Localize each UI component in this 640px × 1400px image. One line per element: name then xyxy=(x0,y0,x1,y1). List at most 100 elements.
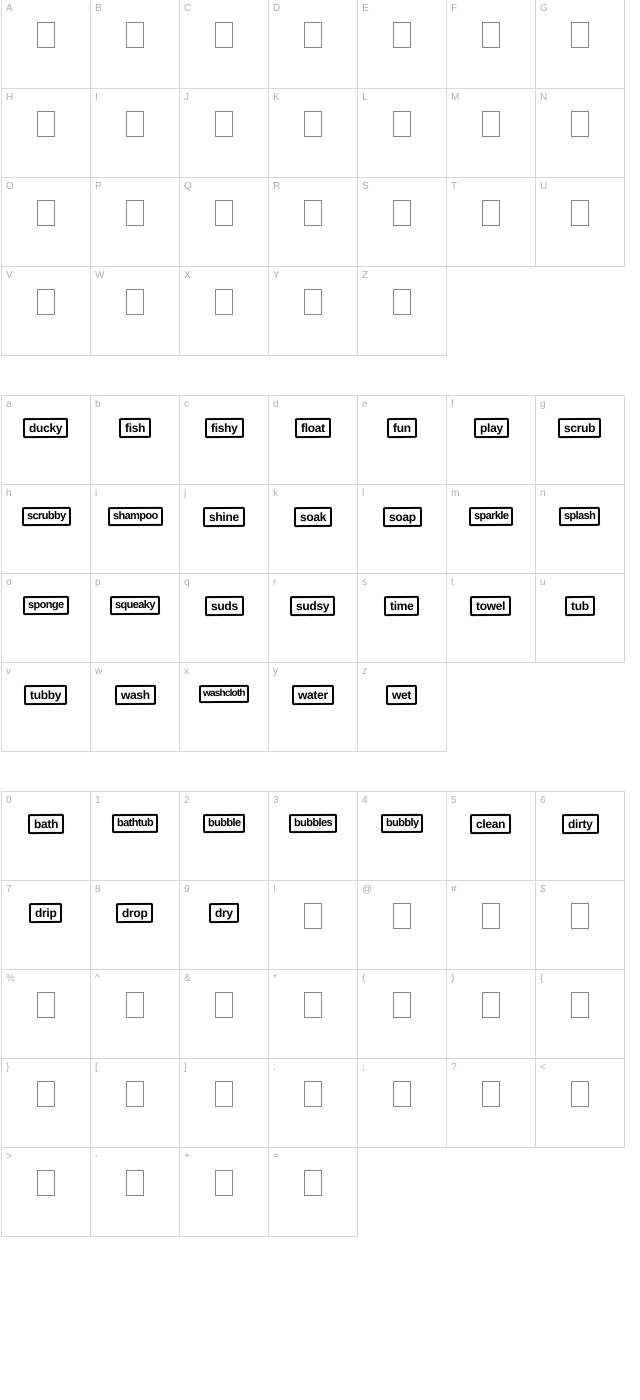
cell-label: j xyxy=(184,488,186,499)
charmap-cell: ttowel xyxy=(446,573,536,663)
empty-glyph-box xyxy=(37,289,55,315)
charmap-cell: zwet xyxy=(357,662,447,752)
cell-label: < xyxy=(540,1062,546,1073)
charmap-cell: 5clean xyxy=(446,791,536,881)
empty-glyph-box xyxy=(37,22,55,48)
cell-label: I xyxy=(95,92,98,103)
empty-glyph-box xyxy=(304,903,322,929)
glyph-word: ducky xyxy=(23,418,68,438)
cell-label: m xyxy=(451,488,459,499)
cell-label: Y xyxy=(273,270,280,281)
glyph-wrap xyxy=(2,196,90,266)
charmap-cell: osponge xyxy=(1,573,91,663)
cell-label: x xyxy=(184,666,189,677)
cell-label: E xyxy=(362,3,369,14)
empty-glyph-box xyxy=(393,289,411,315)
cell-label: H xyxy=(6,92,13,103)
charmap-cell: gscrub xyxy=(535,395,625,485)
cell-label: r xyxy=(273,577,276,588)
empty-glyph-box xyxy=(304,992,322,1018)
charmap-cell: # xyxy=(446,880,536,970)
glyph-word: fish xyxy=(119,418,151,438)
cell-label: c xyxy=(184,399,189,410)
glyph-wrap xyxy=(269,1077,357,1147)
cell-label: b xyxy=(95,399,101,410)
glyph-word: water xyxy=(292,685,334,705)
cell-label: v xyxy=(6,666,11,677)
glyph-wrap: washcloth xyxy=(180,681,268,751)
cell-label: t xyxy=(451,577,454,588)
charmap-cell: ) xyxy=(446,969,536,1059)
empty-glyph-box xyxy=(37,1170,55,1196)
glyph-word: soap xyxy=(383,507,422,527)
glyph-word: tubby xyxy=(24,685,67,705)
cell-label: k xyxy=(273,488,278,499)
cell-label: & xyxy=(184,973,191,984)
cell-label: F xyxy=(451,3,457,14)
glyph-wrap: wash xyxy=(91,681,179,751)
cell-label: # xyxy=(451,884,457,895)
charmap-cell: ksoak xyxy=(268,484,358,574)
charmap-cell: T xyxy=(446,177,536,267)
cell-label: L xyxy=(362,92,368,103)
cell-label: G xyxy=(540,3,548,14)
empty-glyph-box xyxy=(571,111,589,137)
charmap-cell: rsudsy xyxy=(268,573,358,663)
grid: 0bath1bathtub2bubble3bubbles4bubbly5clea… xyxy=(2,792,640,1237)
cell-label: W xyxy=(95,270,104,281)
glyph-wrap: bathtub xyxy=(91,810,179,880)
glyph-word: scrub xyxy=(558,418,601,438)
glyph-wrap xyxy=(91,18,179,88)
charmap-cell: 8drop xyxy=(90,880,180,970)
glyph-wrap: water xyxy=(269,681,357,751)
cell-label: s xyxy=(362,577,367,588)
charmap-cell: < xyxy=(535,1058,625,1148)
glyph-wrap xyxy=(91,1166,179,1236)
charmap-cell: I xyxy=(90,88,180,178)
empty-glyph-box xyxy=(304,1170,322,1196)
charmap-cell: ! xyxy=(268,880,358,970)
empty-glyph-box xyxy=(37,1081,55,1107)
cell-label: M xyxy=(451,92,459,103)
charmap-cell: utub xyxy=(535,573,625,663)
charmap-cell: 6dirty xyxy=(535,791,625,881)
charmap-cell: P xyxy=(90,177,180,267)
glyph-word: bubble xyxy=(203,814,246,833)
charmap-cell: ; xyxy=(357,1058,447,1148)
cell-label: ! xyxy=(273,884,276,895)
glyph-wrap xyxy=(180,1166,268,1236)
glyph-wrap xyxy=(269,285,357,355)
charmap-cell: ? xyxy=(446,1058,536,1148)
charmap-cell: V xyxy=(1,266,91,356)
charmap-cell: E xyxy=(357,0,447,89)
charmap-cell: ^ xyxy=(90,969,180,1059)
glyph-wrap xyxy=(358,988,446,1058)
empty-glyph-box xyxy=(215,200,233,226)
empty-glyph-box xyxy=(215,1170,233,1196)
cell-label: % xyxy=(6,973,15,984)
charmap-cell: X xyxy=(179,266,269,356)
glyph-word: sparkle xyxy=(469,507,513,526)
charmap-cell: Z xyxy=(357,266,447,356)
empty-glyph-box xyxy=(482,22,500,48)
empty-glyph-box xyxy=(126,22,144,48)
cell-label: 1 xyxy=(95,795,101,806)
charmap-cell: ishampoo xyxy=(90,484,180,574)
glyph-wrap xyxy=(91,107,179,177)
cell-label: 9 xyxy=(184,884,190,895)
charmap-cell: nsplash xyxy=(535,484,625,574)
charmap-cell: psqueaky xyxy=(90,573,180,663)
glyph-wrap xyxy=(269,899,357,969)
empty-glyph-box xyxy=(393,111,411,137)
glyph-wrap: tubby xyxy=(2,681,90,751)
cell-label: p xyxy=(95,577,101,588)
glyph-word: float xyxy=(295,418,331,438)
glyph-word: wash xyxy=(115,685,156,705)
cell-label: = xyxy=(273,1151,279,1162)
glyph-wrap xyxy=(180,107,268,177)
glyph-word: washcloth xyxy=(199,685,249,703)
cell-label: P xyxy=(95,181,102,192)
section-numbers_symbols: 0bath1bathtub2bubble3bubbles4bubbly5clea… xyxy=(2,792,640,1237)
glyph-wrap xyxy=(2,988,90,1058)
cell-label: A xyxy=(6,3,13,14)
